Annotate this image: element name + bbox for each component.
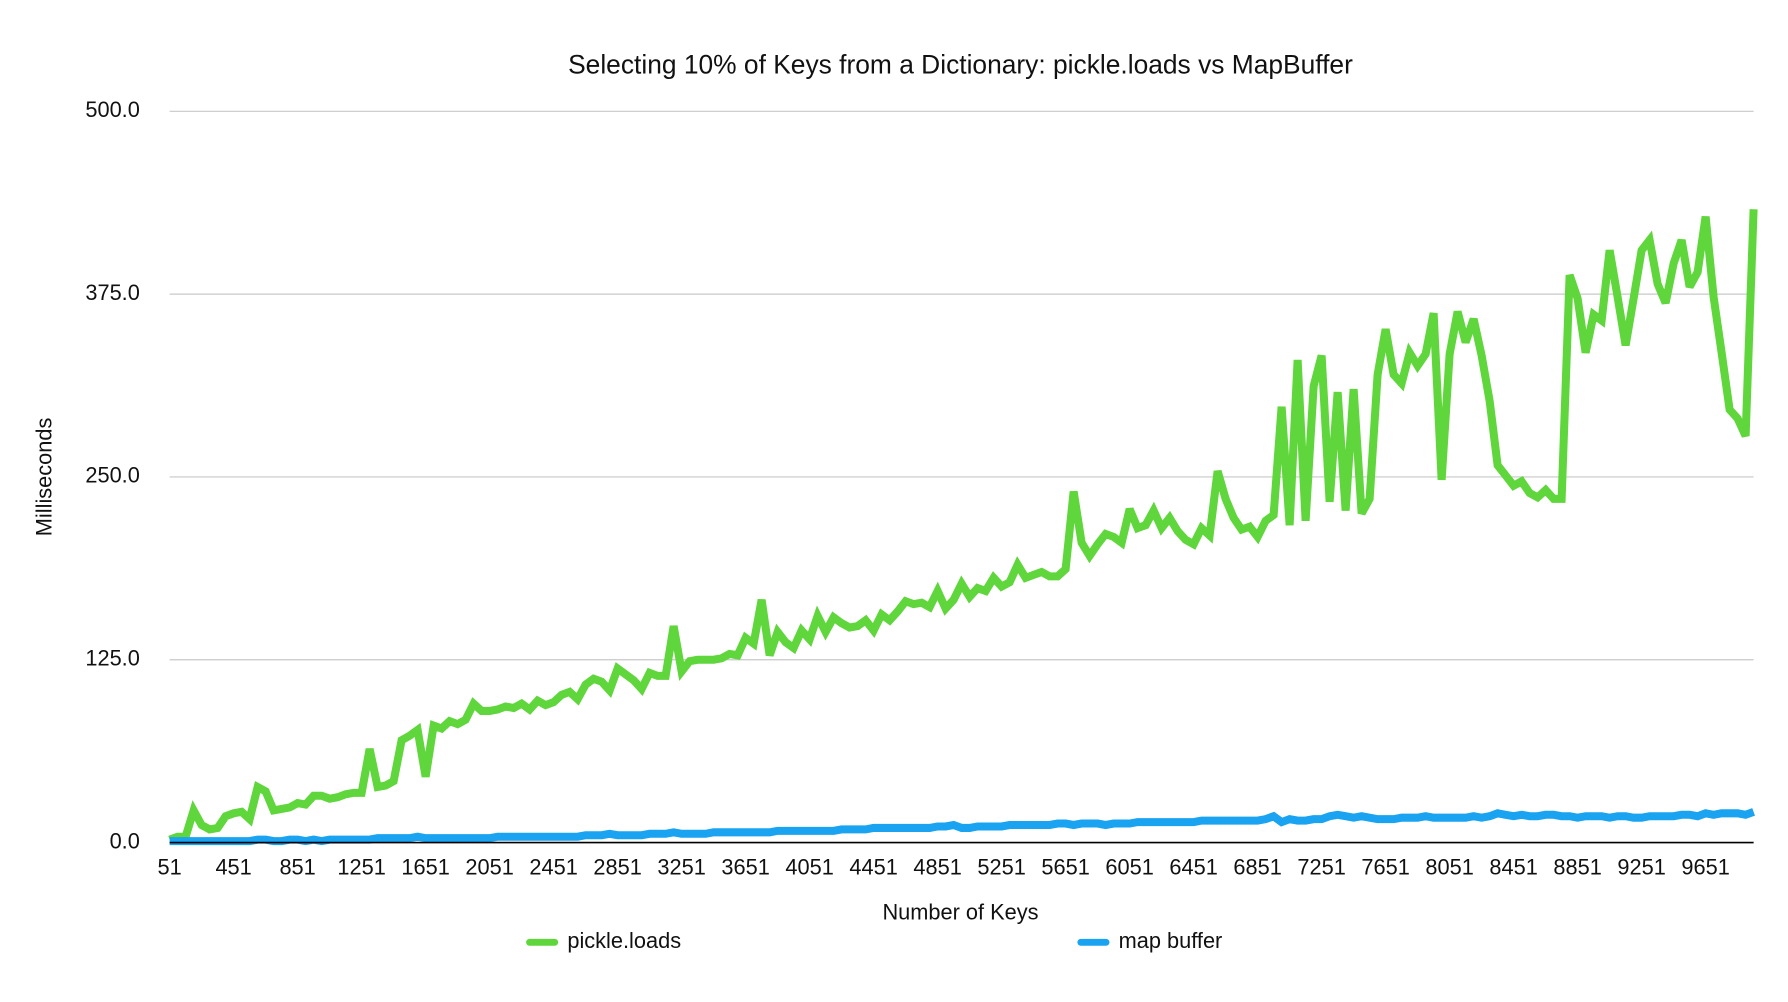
chart-title: Selecting 10% of Keys from a Dictionary:… [568, 50, 1353, 80]
series-line [169, 808, 1755, 846]
x-tick-label: 7651 [1361, 855, 1409, 880]
x-tick-label: 2051 [465, 855, 513, 880]
x-tick-label: 8051 [1425, 855, 1473, 880]
y-tick-label: 125.0 [85, 645, 139, 670]
x-tick-label: 8851 [1553, 855, 1601, 880]
x-tick-label: 451 [215, 855, 251, 880]
x-axis-title: Number of Keys [882, 899, 1038, 924]
x-tick-label: 9651 [1681, 855, 1729, 880]
x-tick-label: 4451 [849, 855, 897, 880]
y-tick-label: 375.0 [85, 280, 139, 305]
y-tick-label: 0.0 [110, 828, 140, 853]
x-tick-label: 851 [279, 855, 315, 880]
x-tick-label: 7251 [1297, 855, 1345, 880]
x-tick-label: 1251 [337, 855, 385, 880]
x-tick-label: 9251 [1617, 855, 1665, 880]
x-tick-label: 6851 [1233, 855, 1281, 880]
x-tick-label: 2851 [593, 855, 641, 880]
x-tick-label: 1651 [401, 855, 449, 880]
x-tick-label: 6451 [1169, 855, 1217, 880]
x-tick-label: 8451 [1489, 855, 1537, 880]
x-tick-label: 5651 [1041, 855, 1089, 880]
y-tick-label: 250.0 [85, 463, 139, 488]
x-tick-label: 3251 [657, 855, 705, 880]
x-tick-label: 51 [158, 855, 182, 880]
x-tick-label: 4051 [785, 855, 833, 880]
series-line [168, 209, 1758, 844]
x-tick-label: 3651 [721, 855, 769, 880]
legend-label: map buffer [1119, 928, 1223, 953]
y-tick-label: 500.0 [85, 97, 139, 122]
x-tick-label: 4851 [913, 855, 961, 880]
x-tick-label: 5251 [977, 855, 1025, 880]
x-tick-label: 6051 [1105, 855, 1153, 880]
x-tick-label: 2451 [529, 855, 577, 880]
legend-label: pickle.loads [567, 928, 681, 953]
y-axis-title: Milliseconds [32, 418, 57, 537]
